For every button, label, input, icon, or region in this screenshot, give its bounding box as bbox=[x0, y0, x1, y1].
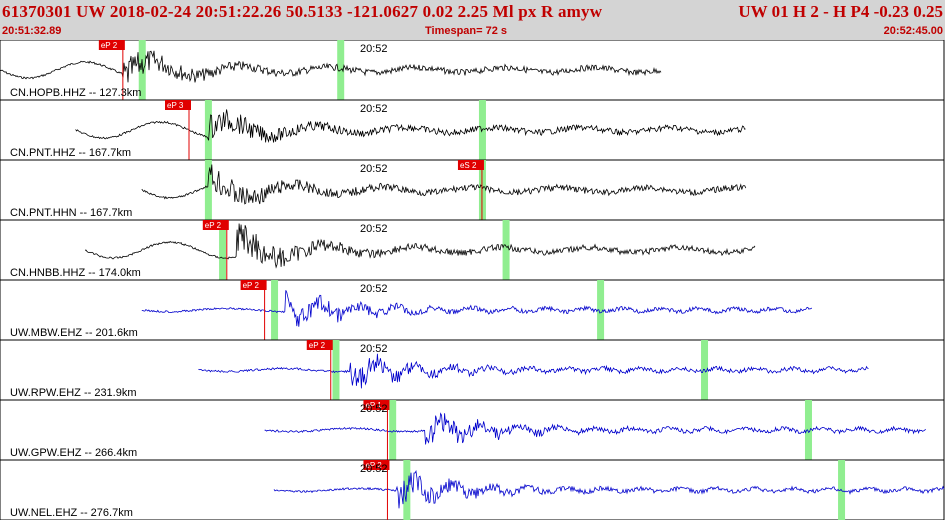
pick-label: eP 2 bbox=[205, 221, 222, 230]
event-summary: 61370301 UW 2018-02-24 20:51:22.26 50.51… bbox=[2, 2, 603, 21]
minute-label: 20:52 bbox=[360, 463, 388, 475]
waveform bbox=[273, 469, 945, 509]
minute-label: 20:52 bbox=[360, 103, 388, 115]
channel-label: UW.MBW.EHZ -- 201.6km bbox=[10, 327, 138, 339]
pick-flag[interactable] bbox=[202, 220, 229, 230]
end-time: 20:52:45.00 bbox=[883, 25, 943, 37]
waveform bbox=[264, 412, 926, 445]
waveform bbox=[141, 164, 747, 205]
time-window-marker bbox=[332, 340, 340, 400]
pick-flag[interactable] bbox=[98, 40, 125, 50]
trace-panel[interactable]: eP 2 20:52 CN.HOPB.HHZ -- 127.3km bbox=[0, 40, 945, 101]
minute-label: 20:52 bbox=[360, 223, 388, 235]
trace-panel[interactable]: eS 2 20:52 CN.PNT.HHN -- 167.7km bbox=[0, 159, 945, 221]
minute-label: 20:52 bbox=[360, 163, 388, 175]
pick-flag[interactable] bbox=[363, 460, 390, 470]
time-window-marker bbox=[804, 400, 812, 460]
channel-status: UW 01 H 2 - H P4 -0.23 0.25 bbox=[738, 2, 943, 21]
pick-flag[interactable] bbox=[306, 340, 333, 350]
pick-label: eP 2 bbox=[243, 281, 260, 290]
pick-label: eP 2 bbox=[309, 341, 326, 350]
waveform bbox=[198, 353, 869, 389]
pick-flag[interactable] bbox=[165, 100, 191, 110]
trace-panel[interactable]: eP 220:52 UW.NEL.EHZ -- 276.7km bbox=[0, 459, 945, 520]
time-window-marker bbox=[204, 160, 212, 220]
time-window-marker bbox=[389, 400, 397, 460]
waveform bbox=[0, 50, 662, 83]
time-window-marker bbox=[502, 220, 510, 280]
channel-label: UW.NEL.EHZ -- 276.7km bbox=[10, 507, 133, 519]
trace-panel[interactable]: eP 120:52 UW.GPW.EHZ -- 266.4km bbox=[0, 399, 945, 461]
pick-label: eP 1 bbox=[365, 401, 382, 410]
time-window-marker bbox=[597, 280, 605, 340]
minute-label: 20:52 bbox=[360, 43, 388, 55]
pick-flag[interactable] bbox=[457, 160, 484, 170]
channel-label: UW.RPW.EHZ -- 231.9km bbox=[10, 387, 137, 399]
trace-panel[interactable]: eP 3 20:52 CN.PNT.HHZ -- 167.7km bbox=[0, 99, 945, 161]
trace-panel[interactable]: eP 2 20:52 CN.HNBB.HHZ -- 174.0km bbox=[0, 219, 945, 281]
channel-label: CN.PNT.HHZ -- 167.7km bbox=[10, 147, 131, 159]
channel-label: CN.PNT.HHN -- 167.7km bbox=[10, 207, 132, 219]
trace-panel[interactable]: eP 2 20:52 UW.RPW.EHZ -- 231.9km bbox=[0, 339, 945, 401]
time-window-marker bbox=[271, 280, 279, 340]
pick-label: eP 2 bbox=[101, 41, 118, 50]
channel-label: CN.HNBB.HHZ -- 174.0km bbox=[10, 267, 141, 279]
waveform bbox=[141, 290, 813, 327]
waveform bbox=[84, 223, 756, 269]
start-time: 20:51:32.89 bbox=[2, 25, 62, 37]
channel-label: CN.HOPB.HHZ -- 127.3km bbox=[10, 87, 141, 99]
time-window-marker bbox=[138, 40, 146, 100]
pick-label: eP 3 bbox=[167, 101, 184, 110]
pick-flag[interactable] bbox=[240, 280, 267, 290]
trace-panel[interactable]: eP 2 20:52 UW.MBW.EHZ -- 201.6km bbox=[0, 279, 945, 341]
timespan: Timespan= 72 s bbox=[425, 25, 508, 37]
panel-border bbox=[0, 339, 945, 401]
panel-border bbox=[0, 399, 945, 461]
minute-label: 20:52 bbox=[360, 343, 388, 355]
minute-label: 20:52 bbox=[360, 403, 388, 415]
channel-label: UW.GPW.EHZ -- 266.4km bbox=[10, 447, 137, 459]
event-header: 61370301 UW 2018-02-24 20:51:22.26 50.51… bbox=[0, 0, 945, 40]
pick-flag[interactable] bbox=[363, 400, 390, 410]
pick-label: eP 2 bbox=[365, 461, 382, 470]
pick-label: eS 2 bbox=[460, 161, 477, 170]
time-window-marker bbox=[219, 220, 227, 280]
minute-label: 20:52 bbox=[360, 283, 388, 295]
time-window-marker bbox=[204, 100, 212, 160]
waveform bbox=[75, 109, 746, 144]
